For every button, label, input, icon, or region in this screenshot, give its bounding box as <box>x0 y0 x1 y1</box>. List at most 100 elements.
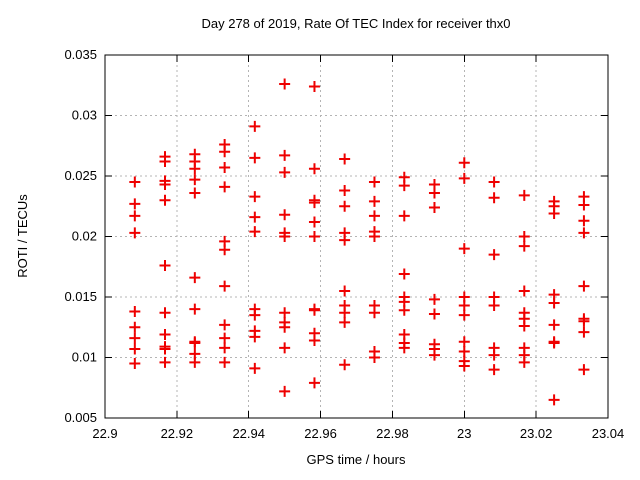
data-points <box>129 78 590 406</box>
data-point-marker <box>159 356 171 368</box>
data-point-marker <box>339 285 351 297</box>
data-point-marker <box>159 260 171 272</box>
data-point-marker <box>219 244 231 256</box>
data-point-marker <box>518 240 530 252</box>
data-point-marker <box>129 343 141 355</box>
data-point-marker <box>548 319 560 331</box>
data-point-marker <box>279 231 291 242</box>
data-point-marker <box>428 201 440 213</box>
data-point-marker <box>548 337 560 349</box>
data-point-marker <box>159 343 171 355</box>
data-point-marker <box>339 153 351 165</box>
data-point-marker <box>488 176 500 188</box>
data-point-marker <box>279 307 291 319</box>
data-point-marker <box>308 163 320 175</box>
data-point-marker <box>488 364 500 376</box>
data-point-marker <box>518 356 530 368</box>
data-point-marker <box>458 309 470 321</box>
x-tick-label: 23.04 <box>592 426 625 441</box>
data-point-marker <box>398 180 410 192</box>
plot-border-rect <box>104 54 609 419</box>
data-point-marker <box>219 319 231 331</box>
data-point-marker <box>279 149 291 161</box>
data-point-marker <box>518 285 530 297</box>
data-point-marker <box>249 309 261 321</box>
data-point-marker <box>488 192 500 204</box>
data-point-marker <box>339 307 351 319</box>
data-point-marker <box>219 332 231 344</box>
data-point-marker <box>458 345 470 357</box>
data-point-marker <box>368 231 380 242</box>
data-point-marker <box>548 394 560 406</box>
data-point-marker <box>518 231 530 242</box>
data-point-marker <box>368 176 380 188</box>
data-point-marker <box>368 210 380 222</box>
data-point-marker <box>189 272 201 284</box>
data-point-marker <box>398 304 410 316</box>
data-point-marker <box>159 178 171 190</box>
data-point-marker <box>129 332 141 344</box>
data-point-marker <box>398 268 410 280</box>
data-point-marker <box>578 227 590 239</box>
data-point-marker <box>398 342 410 354</box>
x-tick-label: 22.98 <box>376 426 409 441</box>
data-point-marker <box>518 189 530 201</box>
data-point-marker <box>129 176 141 188</box>
plot-border <box>104 54 609 419</box>
data-point-marker <box>129 198 141 210</box>
data-point-marker <box>279 342 291 354</box>
x-tick-label: 22.96 <box>304 426 337 441</box>
data-point-marker <box>279 385 291 397</box>
data-point-marker <box>488 249 500 261</box>
data-point-marker <box>548 208 560 220</box>
x-tick-label: 22.9 <box>92 426 117 441</box>
data-point-marker <box>129 227 141 239</box>
x-tick-label: 22.94 <box>232 426 265 441</box>
data-point-marker <box>249 120 261 132</box>
data-point-marker <box>368 307 380 319</box>
data-point-marker <box>189 356 201 368</box>
data-point-marker <box>159 329 171 341</box>
data-point-marker <box>339 316 351 328</box>
data-point-marker <box>129 321 141 333</box>
data-point-marker <box>249 191 261 203</box>
data-point-marker <box>159 194 171 206</box>
x-tick-label: 23.02 <box>520 426 553 441</box>
data-point-marker <box>548 297 560 309</box>
data-point-marker <box>398 210 410 222</box>
data-point-marker <box>219 342 231 354</box>
data-point-marker <box>308 80 320 92</box>
y-tick-label: 0.02 <box>72 229 97 244</box>
data-point-marker <box>339 234 351 246</box>
data-point-marker <box>339 359 351 371</box>
y-tick-label: 0.015 <box>64 289 97 304</box>
x-axis-label: GPS time / hours <box>307 452 406 467</box>
data-point-marker <box>249 331 261 343</box>
y-tick-label: 0.025 <box>64 168 97 183</box>
data-point-marker <box>219 181 231 193</box>
data-point-marker <box>428 187 440 199</box>
data-point-marker <box>308 216 320 228</box>
grid <box>105 55 608 418</box>
data-point-marker <box>368 195 380 207</box>
data-point-marker <box>308 231 320 242</box>
y-tick-label: 0.01 <box>72 350 97 365</box>
data-point-marker <box>129 358 141 370</box>
data-point-marker <box>339 185 351 197</box>
data-point-marker <box>458 157 470 169</box>
data-point-marker <box>189 163 201 175</box>
data-point-marker <box>279 209 291 221</box>
y-tick-label: 0.035 <box>64 47 97 62</box>
data-point-marker <box>189 303 201 315</box>
data-point-marker <box>219 162 231 174</box>
tick-labels: 22.9 22.92 22.94 22.96 22.98 23 23.02 23.04 0.00… <box>64 47 624 441</box>
data-point-marker <box>488 299 500 311</box>
data-point-marker <box>129 306 141 318</box>
data-point-marker <box>428 349 440 361</box>
data-point-marker <box>578 280 590 292</box>
data-point-marker <box>279 166 291 178</box>
data-point-marker <box>578 199 590 211</box>
data-point-marker <box>159 155 171 167</box>
